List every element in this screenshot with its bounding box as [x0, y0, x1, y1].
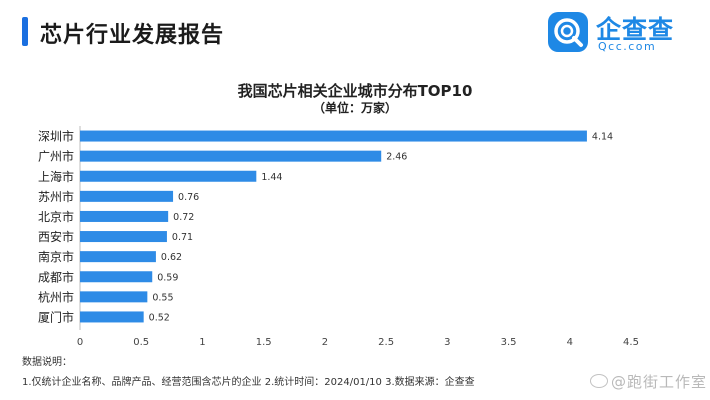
- x-tick-label: 1.5: [256, 337, 272, 348]
- bar: [80, 291, 148, 303]
- data-label: 2.46: [386, 152, 407, 163]
- page-title: 芯片行业发展报告: [40, 23, 225, 48]
- bar: [80, 130, 587, 142]
- logo-domain: Qcc.com: [598, 40, 657, 53]
- bar: [80, 210, 169, 222]
- x-tick-label: 3.5: [501, 337, 517, 348]
- data-label: 0.52: [149, 312, 170, 323]
- qcc-logo-icon: [548, 12, 588, 52]
- chart-subtitle: （单位：万家）: [312, 101, 397, 115]
- data-notes: 数据说明： 1.仅统计企业名称、品牌产品、经营范围含芯片的企业 2.统计时间：2…: [22, 353, 475, 393]
- data-label: 1.44: [261, 172, 282, 183]
- x-tick-label: 4: [567, 337, 573, 348]
- x-tick-label: 2.5: [378, 337, 394, 348]
- bar: [80, 170, 257, 182]
- x-tick-label: 2: [322, 337, 328, 348]
- category-label: 上海市: [38, 169, 74, 184]
- category-label: 杭州市: [38, 289, 74, 304]
- data-label: 0.76: [178, 192, 199, 203]
- category-label: 广州市: [38, 149, 74, 164]
- bar: [80, 150, 382, 162]
- data-label: 4.14: [592, 132, 613, 143]
- category-label: 厦门市: [38, 309, 74, 324]
- x-tick-label: 4.5: [623, 337, 639, 348]
- watermark-text: @跑街工作室: [611, 373, 708, 391]
- bar: [80, 231, 167, 243]
- bar: [80, 311, 144, 323]
- chart-title: 我国芯片相关企业城市分布TOP10: [237, 82, 473, 100]
- watermark: @跑街工作室: [590, 371, 707, 392]
- notes-line: 1.仅统计企业名称、品牌产品、经营范围含芯片的企业 2.统计时间：2024/01…: [22, 377, 475, 388]
- category-label: 苏州市: [38, 189, 74, 204]
- data-label: 0.55: [152, 292, 173, 303]
- category-label: 南京市: [38, 249, 74, 264]
- bar: [80, 251, 156, 263]
- logo-name: 企查查: [596, 15, 675, 44]
- category-label: 成都市: [38, 269, 74, 284]
- category-label: 深圳市: [38, 129, 74, 144]
- weibo-icon: [590, 374, 608, 388]
- bar: [80, 190, 174, 202]
- data-label: 0.72: [173, 212, 194, 223]
- header-accent-bar: [22, 17, 28, 46]
- x-tick-label: 0: [77, 337, 83, 348]
- category-label: 西安市: [38, 229, 74, 244]
- report-header: 芯片行业发展报告 企查查 Qcc.com: [0, 0, 710, 62]
- notes-heading: 数据说明：: [22, 357, 72, 368]
- data-label: 0.59: [157, 272, 178, 283]
- data-label: 0.62: [161, 252, 182, 263]
- qcc-logo: 企查查 Qcc.com: [548, 12, 698, 54]
- bar: [80, 271, 153, 283]
- x-tick-label: 0.5: [133, 337, 149, 348]
- x-tick-label: 3: [444, 337, 450, 348]
- data-label: 0.71: [172, 232, 193, 243]
- x-tick-label: 1: [199, 337, 205, 348]
- category-label: 北京市: [38, 209, 74, 224]
